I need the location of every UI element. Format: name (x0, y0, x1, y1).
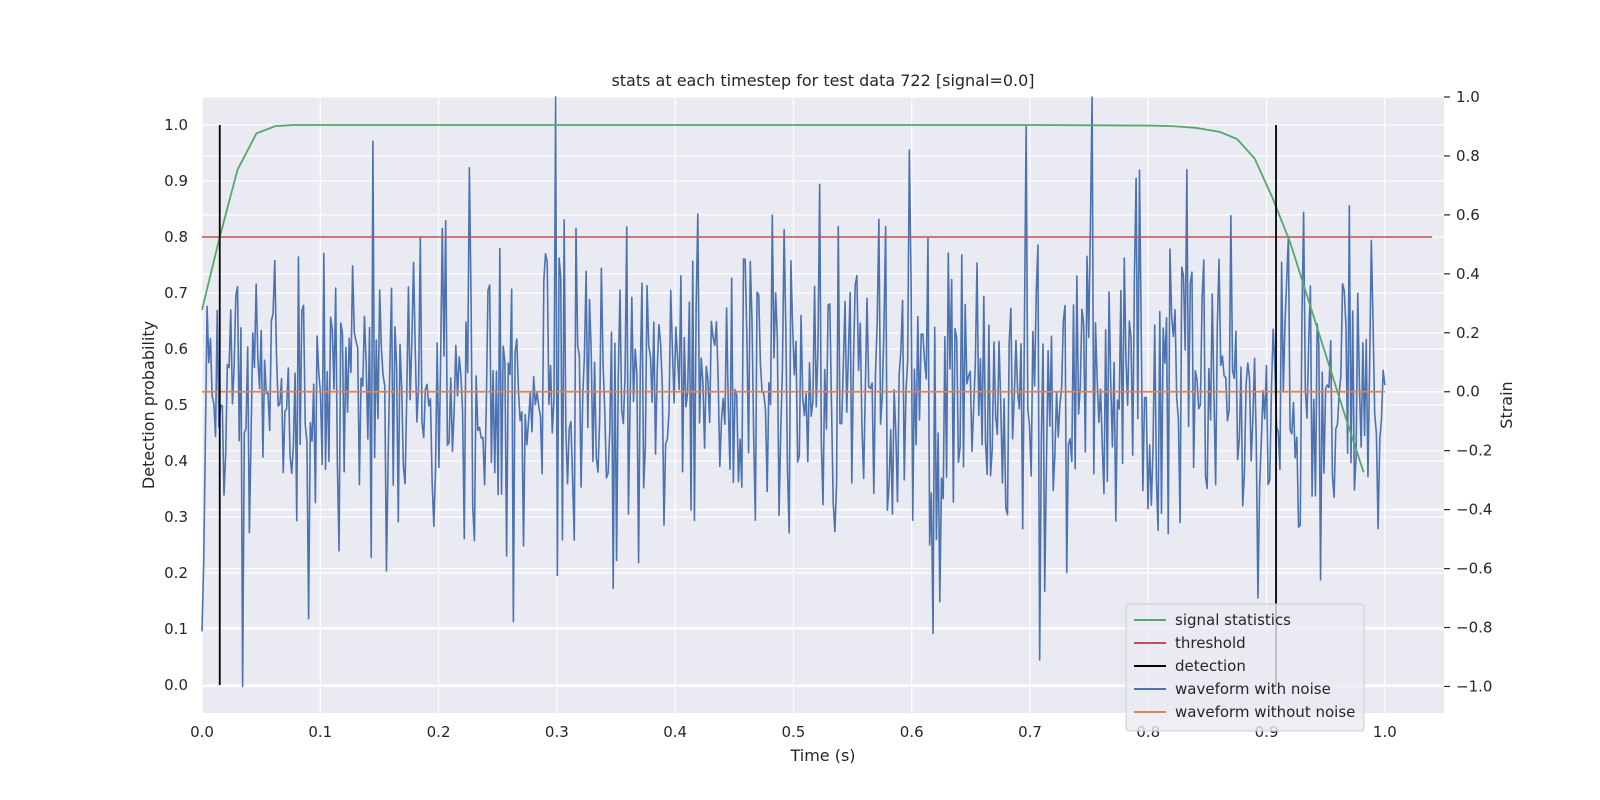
legend: signal statistics threshold detection wavef… (1126, 604, 1364, 731)
y2-tick-label: 1.0 (1456, 88, 1480, 106)
y2-tick-label: −0.6 (1456, 560, 1492, 578)
chart-title: stats at each timestep for test data 722… (611, 71, 1034, 90)
x-tick-label: 1.0 (1373, 723, 1397, 741)
x-tick-label: 0.1 (308, 723, 332, 741)
y2-tick-label: −0.4 (1456, 501, 1492, 519)
y-tick-label: 0.6 (164, 340, 188, 358)
y-axis-label: Detection probability (139, 321, 158, 489)
y2-tick-label: 0.6 (1456, 206, 1480, 224)
legend-label: waveform with noise (1175, 680, 1331, 698)
y-tick-label: 0.8 (164, 228, 188, 246)
x-tick-label: 0.6 (900, 723, 924, 741)
y2-tick-label: −1.0 (1456, 677, 1492, 695)
y2-tick-label: 0.4 (1456, 265, 1480, 283)
x-tick-label: 0.2 (427, 723, 451, 741)
y-tick-label: 0.4 (164, 452, 188, 470)
y2-tick-label: 0.2 (1456, 324, 1480, 342)
legend-label: signal statistics (1175, 611, 1291, 629)
y2-tick-label: 0.0 (1456, 383, 1480, 401)
legend-label: threshold (1175, 634, 1246, 652)
x-tick-label: 0.7 (1018, 723, 1042, 741)
y-tick-label: 0.5 (164, 396, 188, 414)
x-tick-label: 0.5 (781, 723, 805, 741)
y-tick-label: 0.3 (164, 508, 188, 526)
y-tick-label: 0.7 (164, 284, 188, 302)
y2-tick-label: −0.2 (1456, 442, 1492, 460)
x-axis-label: Time (s) (789, 746, 855, 765)
legend-label: detection (1175, 657, 1246, 675)
y-tick-label: 0.1 (164, 620, 188, 638)
x-tick-label: 0.3 (545, 723, 569, 741)
y-tick-label: 1.0 (164, 116, 188, 134)
y2-tick-label: −0.8 (1456, 619, 1492, 637)
x-tick-label: 0.4 (663, 723, 687, 741)
legend-label: waveform without noise (1175, 703, 1355, 721)
y-tick-label: 0.9 (164, 172, 188, 190)
y2-tick-label: 0.8 (1456, 147, 1480, 165)
y-tick-label: 0.2 (164, 564, 188, 582)
y2-axis-label: Strain (1497, 381, 1516, 428)
y-tick-label: 0.0 (164, 676, 188, 694)
x-tick-label: 0.0 (190, 723, 214, 741)
